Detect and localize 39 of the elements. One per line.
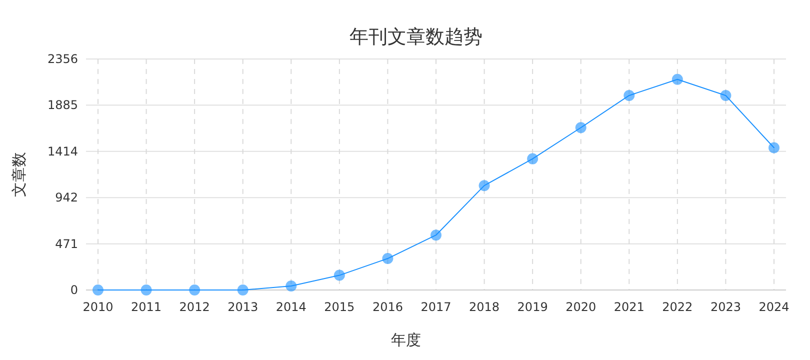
y-tick-label: 1414 (47, 144, 78, 158)
y-tick-label: 942 (55, 190, 78, 205)
x-axis-title: 年度 (391, 331, 421, 349)
x-tick-label: 2015 (324, 300, 355, 314)
x-tick-label: 2024 (758, 300, 790, 314)
point (237, 284, 248, 296)
x-tick-label: 2019 (517, 300, 548, 314)
x-tick-label: 2023 (710, 300, 741, 314)
point (720, 90, 732, 101)
y-tick-label: 2356 (47, 52, 78, 66)
point (575, 122, 586, 134)
point (140, 284, 152, 296)
x-tick-label: 2016 (372, 300, 403, 314)
x-tick-label: 2020 (566, 300, 596, 314)
point (672, 74, 683, 85)
x-tick-label: 2014 (276, 300, 306, 314)
y-tick-label: 0 (70, 283, 78, 297)
y-tick-label: 1885 (47, 98, 78, 112)
x-tick-label: 2018 (469, 300, 500, 314)
point (478, 180, 490, 192)
point (430, 230, 442, 241)
x-tick-label: 2012 (179, 300, 210, 314)
point (527, 153, 538, 164)
point (768, 142, 780, 154)
point (189, 284, 200, 296)
point (382, 253, 394, 264)
y-tick-label: 471 (55, 236, 78, 251)
point (286, 280, 297, 292)
chart-title: 年刊文章数趋势 (350, 26, 482, 48)
point (334, 270, 345, 281)
point (92, 284, 104, 296)
point (624, 90, 635, 101)
y-axis-title: 文章数 (10, 152, 28, 197)
x-tick-label: 2011 (131, 300, 162, 314)
x-tick-label: 2013 (228, 300, 258, 314)
x-tick-label: 2010 (82, 300, 114, 314)
x-tick-label: 2021 (614, 300, 644, 314)
x-tick-label: 2022 (662, 300, 693, 314)
x-tick-label: 2017 (420, 300, 452, 314)
